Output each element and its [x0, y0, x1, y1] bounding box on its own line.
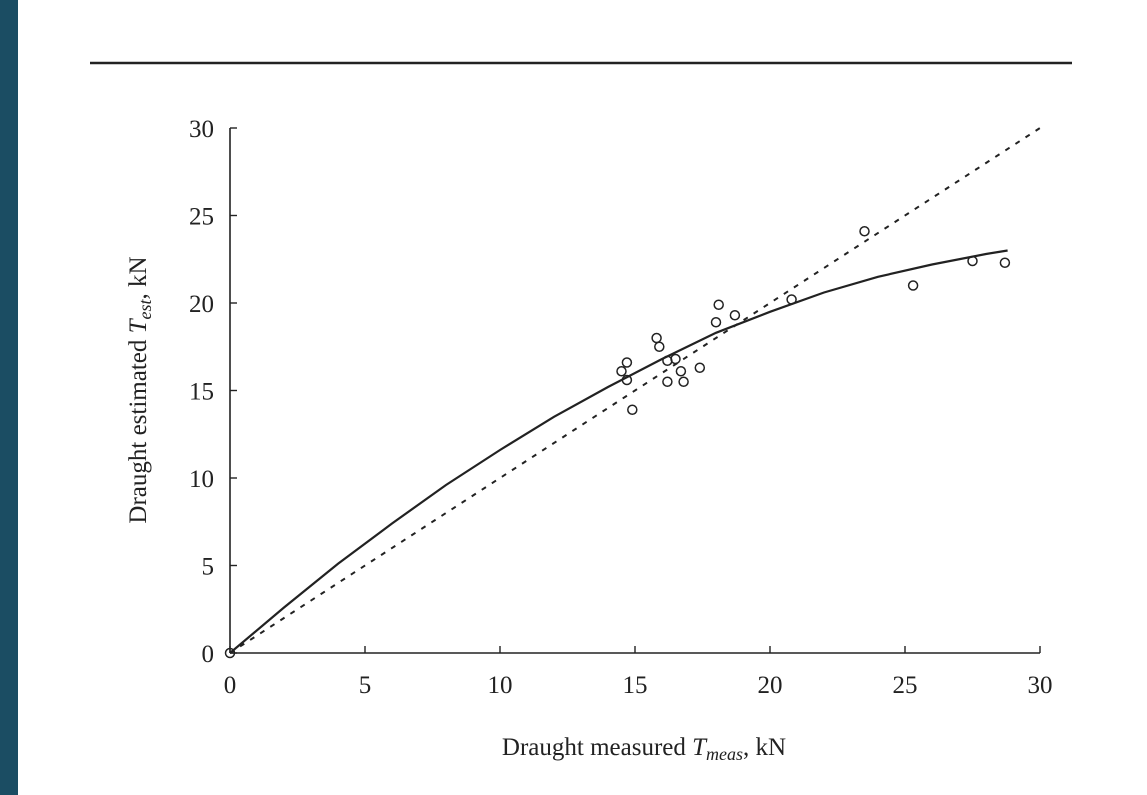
y-axis-title-subscript: est	[135, 298, 155, 319]
x-axis-title-symbol: T	[692, 734, 708, 761]
data-point	[654, 341, 665, 352]
x-tick-label: 0	[224, 672, 237, 699]
data-point	[967, 255, 978, 267]
x-tick-label: 10	[488, 672, 513, 699]
data-point	[224, 647, 236, 659]
y-tick-label: 30	[189, 116, 214, 143]
data-point	[999, 257, 1011, 268]
data-point	[786, 294, 797, 305]
data-point	[678, 376, 689, 387]
data-point	[710, 317, 722, 328]
data-point	[670, 353, 681, 365]
data-point	[859, 226, 870, 237]
data-point	[675, 366, 687, 377]
x-tick-label: 15	[623, 672, 648, 699]
y-axis-title: Draught estimated Test, kN	[125, 256, 155, 523]
curves	[229, 127, 1041, 654]
y-axis-title-suffix: , kN	[125, 256, 152, 299]
chart-panel: 0 5 10 15 20 25 30 0 5 10 15 20 25 30 Draught measure…	[18, 0, 1147, 795]
x-axis-title-suffix: , kN	[743, 734, 786, 761]
axes	[229, 127, 1041, 654]
x-tick-label: 30	[1028, 672, 1053, 699]
data-point	[694, 362, 706, 373]
x-tick-label: 20	[758, 672, 783, 699]
data-point	[662, 376, 673, 387]
y-axis-title-prefix: Draught estimated	[125, 333, 152, 523]
data-point	[713, 299, 724, 310]
data-point	[651, 332, 662, 344]
y-tick-label: 0	[202, 641, 215, 668]
data-point	[627, 404, 638, 415]
data-point	[616, 366, 627, 377]
reference-line-dashed	[229, 127, 1041, 654]
scatter-chart: 0 5 10 15 20 25 30 0 5 10 15 20 25 30 Draught measure…	[90, 61, 1072, 764]
x-axis-title-subscript: meas	[706, 744, 743, 764]
x-axis-title-prefix: Draught measured	[502, 734, 692, 761]
fitted-curve-solid	[229, 249, 1008, 654]
y-tick-label: 5	[202, 554, 215, 581]
y-axis-title-symbol: T	[125, 317, 152, 333]
data-point	[907, 280, 919, 291]
data-point	[621, 374, 633, 386]
x-tick-label: 5	[359, 672, 372, 699]
x-tick-label: 25	[893, 672, 918, 699]
data-point	[621, 357, 633, 368]
y-tick-label: 25	[189, 204, 214, 231]
y-tick-label: 15	[189, 379, 214, 406]
tick-labels: 0 5 10 15 20 25 30 0 5 10 15 20 25 30	[189, 116, 1053, 699]
y-tick-label: 10	[189, 466, 214, 493]
data-point	[729, 310, 741, 321]
data-points	[224, 226, 1011, 659]
y-tick-label: 20	[189, 291, 214, 318]
x-axis-title: Draught measured Tmeas, kN	[502, 734, 786, 764]
